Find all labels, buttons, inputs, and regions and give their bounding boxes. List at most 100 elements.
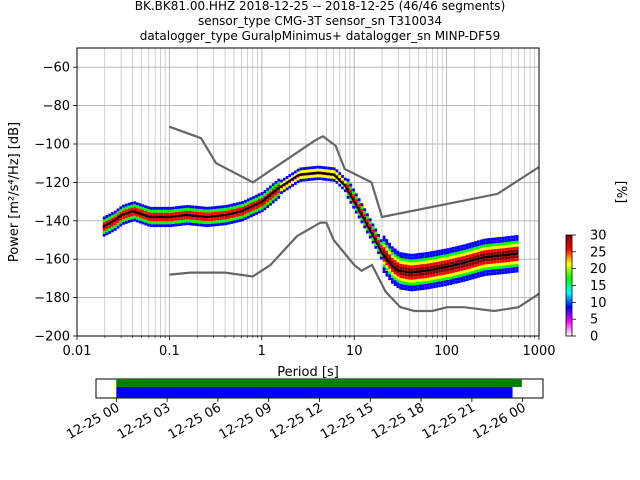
heat-cell <box>501 251 505 254</box>
heat-cell <box>130 216 134 220</box>
heat-cell <box>357 198 361 202</box>
heat-cell <box>507 238 511 242</box>
heat-cell <box>332 170 336 174</box>
heat-cell <box>490 257 494 261</box>
heat-cell <box>504 259 508 263</box>
heat-cell <box>158 206 161 210</box>
heat-cell <box>440 252 444 255</box>
heat-cell <box>185 219 189 223</box>
heat-cell <box>399 266 403 270</box>
heat-cell <box>288 174 292 178</box>
heat-cell <box>504 262 508 266</box>
heat-cell <box>130 213 134 217</box>
heat-cell <box>457 259 461 263</box>
heat-cell <box>241 206 245 210</box>
heat-cell <box>208 218 211 222</box>
heat-cell <box>410 288 414 292</box>
heat-cell <box>172 220 175 224</box>
heat-cell <box>438 261 441 265</box>
heat-cell <box>407 256 411 260</box>
heat-cell <box>418 275 422 279</box>
heat-cell <box>463 275 466 279</box>
heat-cell <box>163 212 167 216</box>
heat-cell <box>346 193 350 196</box>
heat-cell <box>388 260 392 263</box>
heat-cell <box>249 211 253 215</box>
heat-cell <box>385 265 389 268</box>
heat-cell <box>221 219 225 223</box>
heat-cell <box>274 192 278 196</box>
heat-cell <box>499 248 502 252</box>
heat-cell <box>451 246 455 250</box>
heat-cell <box>388 271 392 275</box>
heat-cell <box>451 255 455 259</box>
heat-cell <box>402 258 405 262</box>
heat-cell <box>499 262 502 266</box>
heat-cell <box>321 168 325 172</box>
heat-cell <box>368 232 372 236</box>
heat-cell <box>440 257 444 261</box>
heat-cell <box>366 221 369 225</box>
heat-cell <box>385 250 389 254</box>
heat-cell <box>277 181 281 185</box>
heat-cell <box>415 264 419 268</box>
heat-cell <box>454 280 458 284</box>
heat-cell <box>438 258 441 262</box>
heat-cell <box>451 275 455 279</box>
heat-cell <box>418 267 422 271</box>
heat-cell <box>460 276 464 280</box>
heat-cell <box>440 278 444 281</box>
heat-cell <box>454 266 458 270</box>
heat-cell <box>512 241 516 245</box>
heat-cell <box>105 226 109 230</box>
heat-cell <box>338 183 342 187</box>
heat-cell <box>255 211 258 215</box>
heat-cell <box>443 277 447 281</box>
heat-cell <box>363 225 367 229</box>
heat-cell <box>363 208 367 212</box>
heat-cell <box>393 280 397 284</box>
heat-cell <box>119 209 123 213</box>
heat-cell <box>449 256 452 260</box>
heat-cell <box>512 255 516 259</box>
heat-cell <box>155 209 159 213</box>
heat-cell <box>443 254 447 258</box>
heat-cell <box>183 208 186 212</box>
heat-cell <box>252 207 256 211</box>
heat-cell <box>479 248 483 252</box>
heat-cell <box>391 277 394 281</box>
heat-cell <box>163 209 167 213</box>
y-tick-label: −140 <box>34 214 70 229</box>
heat-cell <box>144 208 148 212</box>
heat-cell <box>238 204 242 208</box>
heat-cell <box>313 166 317 169</box>
heat-cell <box>327 166 331 170</box>
heat-cell <box>515 240 519 244</box>
heat-cell <box>404 284 408 288</box>
heat-cell <box>449 273 452 277</box>
heat-cell <box>158 212 161 216</box>
heat-cell <box>277 178 281 182</box>
heat-cell <box>293 173 297 177</box>
heat-cell <box>349 189 353 193</box>
heat-cell <box>205 224 209 227</box>
heat-cell <box>111 229 114 233</box>
heat-cell <box>269 202 272 206</box>
heat-cell <box>471 256 475 260</box>
heat-cell <box>454 260 458 264</box>
heat-cell <box>424 286 428 290</box>
heat-cell <box>501 268 505 272</box>
heat-cell <box>402 278 405 282</box>
heat-cell <box>402 264 405 268</box>
heat-cell <box>199 220 203 224</box>
heat-cell <box>413 273 416 277</box>
heat-cell <box>393 257 397 260</box>
heat-cell <box>257 193 261 197</box>
heat-cell <box>155 224 159 228</box>
heat-cell <box>307 166 311 170</box>
heat-cell <box>488 266 491 270</box>
heat-cell <box>410 279 414 283</box>
heat-cell <box>427 271 430 275</box>
heat-cell <box>476 266 480 270</box>
heat-cell <box>493 266 497 270</box>
